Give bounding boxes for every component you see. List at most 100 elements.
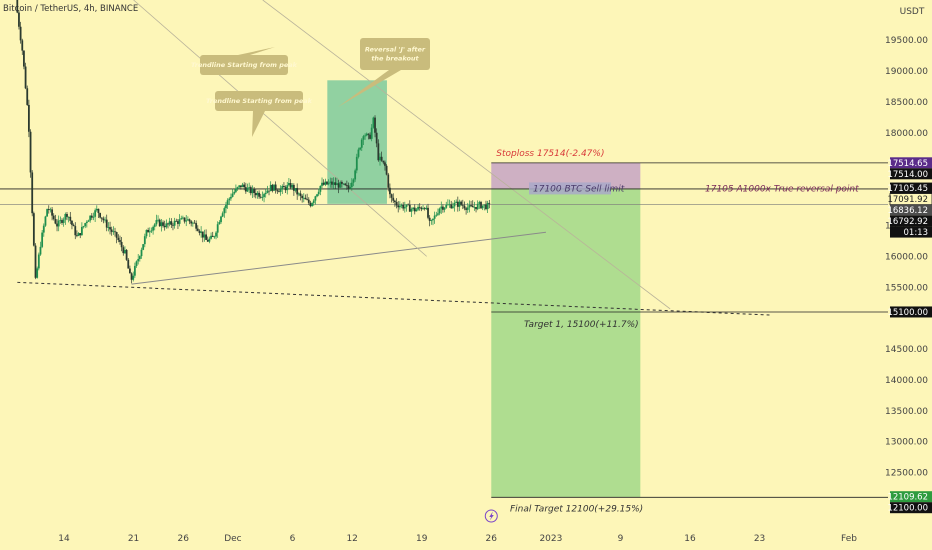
candle-body <box>350 182 353 188</box>
candle-body <box>390 194 393 198</box>
note-callout[interactable]: Trendline Starting from peak <box>191 47 298 75</box>
candle-body <box>470 205 472 206</box>
trendline[interactable] <box>133 0 427 257</box>
candle-body <box>455 201 458 203</box>
x-axis-tick-label: Feb <box>841 534 857 544</box>
candle-body <box>364 135 366 137</box>
x-axis-tick-label: 16 <box>684 534 696 544</box>
candle-body <box>66 213 68 217</box>
candle-body <box>71 220 73 225</box>
price-tag[interactable]: 01:13 <box>890 226 932 239</box>
price-tag[interactable]: 15100.00 <box>887 306 932 318</box>
y-axis-tick-label: 14000.00 <box>885 376 928 386</box>
candle-body <box>304 197 307 200</box>
candle-body <box>114 231 116 233</box>
candle-body <box>107 227 110 228</box>
candle-body <box>95 208 98 211</box>
price-tag[interactable]: 12100.00 <box>887 502 932 514</box>
price-tag[interactable]: 16792.92 <box>887 215 932 228</box>
candle-body <box>37 254 40 269</box>
candle-body <box>241 184 244 188</box>
candle-body <box>268 190 270 192</box>
candle-body <box>155 220 158 225</box>
candle-body <box>392 197 395 201</box>
candle-body <box>266 190 269 193</box>
candle-body <box>102 218 105 221</box>
candle-body <box>193 222 196 224</box>
trendline[interactable] <box>131 231 546 285</box>
candle-body <box>264 192 267 195</box>
candle-body <box>186 219 189 221</box>
price-tag[interactable]: 16836.12 <box>887 204 932 217</box>
y-axis-unit-label: USDT <box>900 7 925 17</box>
candle-body <box>375 132 378 144</box>
candle-body <box>208 238 211 242</box>
y-axis-tick-label: 19500.00 <box>885 36 928 46</box>
price-tag[interactable]: 17514.00 <box>887 168 932 180</box>
candle-body <box>110 229 113 232</box>
y-axis-tick-label: 12500.00 <box>885 469 928 479</box>
note-box <box>215 91 303 111</box>
candle-body <box>385 165 388 175</box>
candle-body <box>112 231 115 233</box>
price-tag[interactable]: 17091.92 <box>887 193 932 206</box>
candle-body <box>294 188 297 191</box>
candle-body <box>331 181 333 185</box>
price-tag-bg <box>890 502 932 514</box>
candle-body <box>387 174 390 188</box>
candle-body <box>132 275 135 280</box>
candle-body <box>195 223 198 229</box>
candle-body <box>54 219 57 224</box>
candle-body <box>324 181 327 185</box>
candle-body <box>205 234 207 240</box>
candle-body <box>200 231 203 233</box>
candle-body <box>307 199 310 203</box>
candle-body <box>488 202 491 204</box>
trendline[interactable] <box>262 0 671 310</box>
chart-title: Bitcoin / TetherUS, 4h, BINANCE <box>3 4 139 14</box>
candle-body <box>177 221 179 224</box>
candle-body <box>413 207 416 212</box>
candle-body <box>466 207 469 210</box>
price-tag-label: 17091.92 <box>887 195 928 205</box>
price-tag-label: 17105.45 <box>887 184 928 194</box>
candle-body <box>289 183 292 188</box>
price-tag[interactable]: 17105.45 <box>887 182 932 195</box>
candle-body <box>61 220 63 223</box>
candle-body <box>316 194 318 197</box>
note-text: the breakout <box>371 55 419 63</box>
candle-body <box>235 188 237 192</box>
price-tag[interactable]: 17514.65 <box>887 157 932 169</box>
candle-body <box>190 221 193 224</box>
price-tag-bg <box>890 182 932 194</box>
candle-body <box>183 217 186 222</box>
candle-body <box>279 189 282 192</box>
note-callout[interactable]: Trendline Starting from peak <box>206 91 313 137</box>
y-axis-tick-label: 18500.00 <box>885 98 928 108</box>
candle-body <box>349 187 352 189</box>
price-tag-bg <box>890 157 932 169</box>
candle-body <box>420 207 423 210</box>
x-axis-tick-label: 12 <box>346 534 357 544</box>
candle-body <box>243 184 246 188</box>
candle-body <box>249 187 252 194</box>
x-axis-tick-label: 6 <box>290 534 296 544</box>
candle-body <box>168 221 171 225</box>
note-box <box>200 55 288 75</box>
price-tag[interactable]: 12109.62 <box>887 491 932 503</box>
candle-body <box>246 187 249 192</box>
candle-body <box>425 207 428 210</box>
lightning-icon[interactable] <box>484 509 498 523</box>
candle-body <box>226 200 229 205</box>
candle-body <box>178 219 181 224</box>
candle-body <box>286 185 289 191</box>
candle-body <box>352 179 355 183</box>
candle-body <box>69 216 72 221</box>
candle-body <box>157 219 159 221</box>
candle-body <box>254 193 257 196</box>
candle-body <box>398 205 401 208</box>
candle-body <box>185 220 188 222</box>
